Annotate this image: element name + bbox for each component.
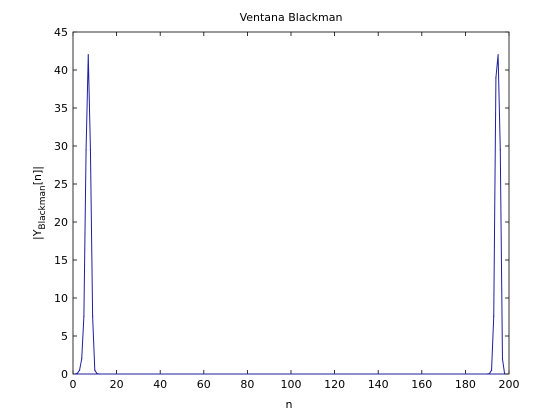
y-tick-label: 25 [54,178,68,191]
x-tick-label: 80 [240,378,254,391]
y-axis-label: |YBlackman[n]| [31,166,48,240]
series-layer [74,54,506,375]
x-tick-label: 160 [411,378,432,391]
data-point [89,149,92,151]
data-point [493,315,495,317]
y-axis-label-subscript: Blackman [38,185,48,229]
data-point [87,54,89,56]
y-tick-label: 15 [54,254,68,267]
y-tick-label: 10 [54,292,68,305]
y-axis-label-tail: [n]| [31,166,44,185]
y-tick-label: 5 [61,330,68,343]
x-tick-label: 20 [110,378,124,391]
data-point [490,369,493,371]
data-point [488,373,490,375]
x-tick-label: 100 [281,378,302,391]
data-point [78,369,81,371]
data-point [83,315,85,317]
data-point [92,315,94,317]
y-tick-label: 35 [54,102,68,115]
data-point [98,373,100,375]
data-point [504,373,506,375]
x-tick-label: 40 [153,378,167,391]
data-point [74,373,76,375]
x-tick-label: 200 [499,378,520,391]
axis-ticks: 0 20 40 60 80 100 120 140 160 180 200 0 5 10 15 20 25 30 3… [54,26,520,391]
y-axis-label-main: |Y [31,229,44,240]
y-tick-label: 0 [61,368,68,381]
data-point [96,373,98,375]
data-point [486,373,488,375]
x-tick-label: 120 [324,378,345,391]
data-point [499,149,501,151]
data-point [495,77,497,79]
y-tick-label: 20 [54,216,68,229]
x-tick-label: 180 [455,378,476,391]
data-point [501,358,504,360]
data-point [81,358,83,360]
y-tick-label: 45 [54,26,68,39]
data-point [94,369,96,371]
x-tick-label: 140 [368,378,389,391]
data-point [85,149,87,151]
x-axis-label: n [286,398,293,411]
y-tick-label: 40 [54,64,68,77]
x-tick-label: 0 [70,378,77,391]
plot-area [72,31,510,375]
data-point [76,372,78,374]
chart-title: Ventana Blackman [240,11,343,24]
y-tick-label: 30 [54,140,68,153]
x-tick-label: 60 [197,378,211,391]
series-line [75,54,100,375]
data-point [497,54,499,56]
